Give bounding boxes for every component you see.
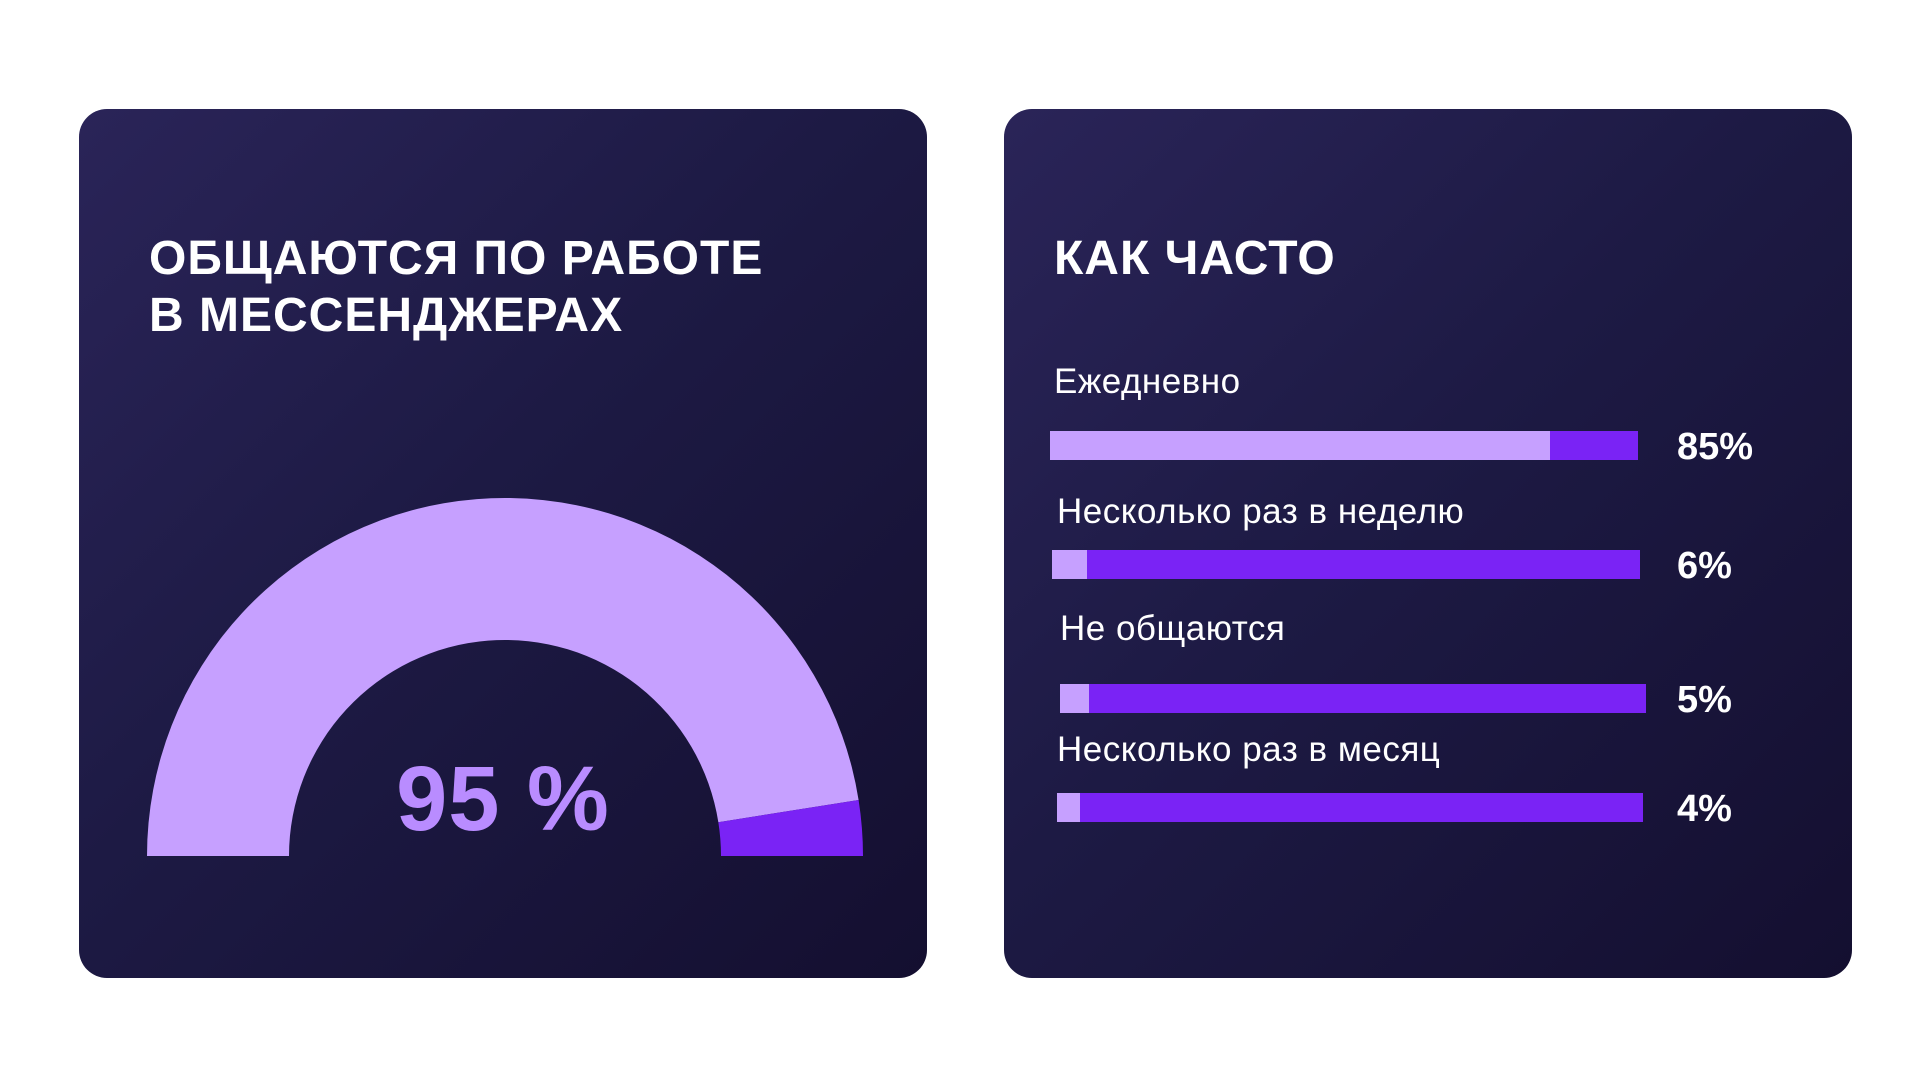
messenger-usage-card: ОБЩАЮТСЯ ПО РАБОТЕ В МЕССЕНДЖЕРАХ 95 %: [79, 109, 927, 978]
gauge-filled-arc: [147, 498, 859, 856]
bar-chart-title: КАК ЧАСТО: [1054, 232, 1336, 285]
bar-fill: [1057, 793, 1081, 822]
bar-value-label: 6%: [1677, 545, 1732, 587]
gauge-title-line-2: В МЕССЕНДЖЕРАХ: [149, 289, 624, 342]
bar-track: [1057, 793, 1643, 822]
gauge-chart: [147, 498, 863, 856]
bar-category-label: Ежедневно: [1054, 362, 1241, 401]
bar-fill: [1050, 431, 1550, 460]
bar-fill: [1052, 550, 1088, 579]
bar-fill: [1060, 684, 1090, 713]
bar-category-label: Несколько раз в неделю: [1057, 492, 1465, 531]
gauge-value-label: 95 %: [396, 748, 610, 850]
bar-value-label: 5%: [1677, 679, 1732, 721]
gauge-chart-title: ОБЩАЮТСЯ ПО РАБОТЕ В МЕССЕНДЖЕРАХ: [149, 230, 763, 344]
bar-value-label: 85%: [1677, 426, 1754, 468]
bar-value-label: 4%: [1677, 788, 1732, 830]
gauge-title-line-1: ОБЩАЮТСЯ ПО РАБОТЕ: [149, 232, 764, 285]
frequency-card: КАК ЧАСТО Ежедневно 85% Несколько раз в не…: [1004, 109, 1852, 978]
bar-track: [1060, 684, 1646, 713]
bar-category-label: Не общаются: [1060, 609, 1286, 648]
bar-category-label: Несколько раз в месяц: [1057, 730, 1441, 769]
gauge-remainder-arc: [718, 799, 863, 856]
bar-track: [1050, 431, 1638, 460]
bar-track: [1052, 550, 1640, 579]
